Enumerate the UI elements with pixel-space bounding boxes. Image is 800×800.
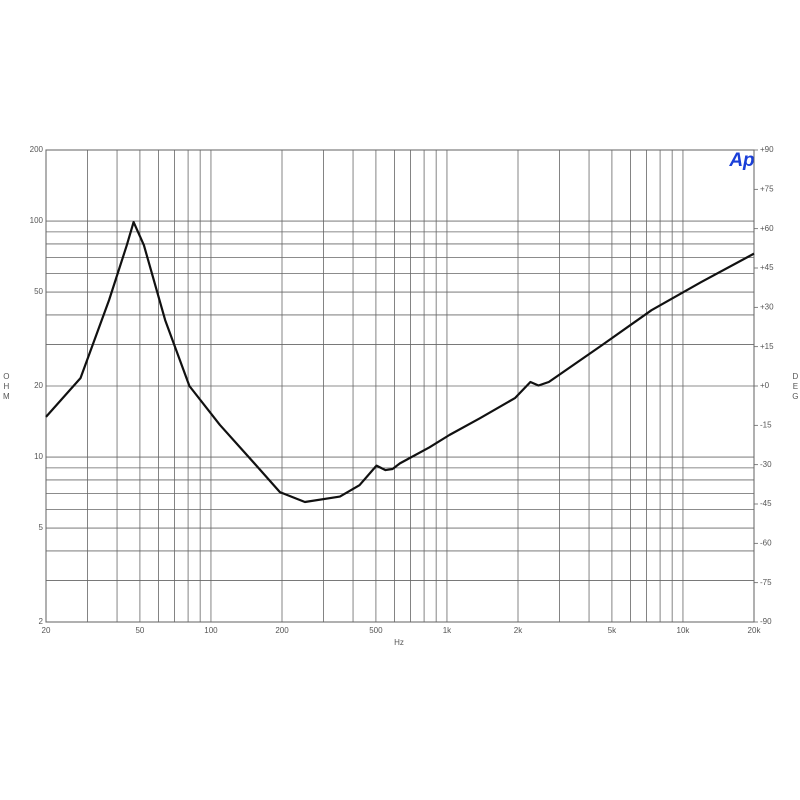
y-tick-label: 10 — [34, 452, 43, 461]
y2-tick-label: -90 — [760, 617, 772, 626]
logo: Ap — [728, 150, 754, 171]
y2-tick-label: -30 — [760, 460, 772, 469]
y2-tick-label: +15 — [760, 342, 774, 351]
impedance-curve — [45, 221, 755, 504]
y-tick-label: 50 — [34, 287, 43, 296]
x-tick-label: 100 — [204, 626, 218, 635]
x-tick-label: 10k — [677, 626, 691, 635]
y2-tick-label: +0 — [760, 381, 770, 390]
y2-tick-label: -15 — [760, 420, 772, 429]
y-tick-label: 2 — [39, 617, 44, 626]
y2-tick-label: +90 — [760, 145, 774, 154]
x-tick-label: 20k — [748, 626, 762, 635]
y2-tick-label: -75 — [760, 578, 772, 587]
y2-tick-label: -60 — [760, 538, 772, 547]
x-tick-label: 5k — [608, 626, 617, 635]
y-tick-label: 5 — [39, 523, 44, 532]
y2-tick-label: +45 — [760, 263, 774, 272]
y2-tick-label: -45 — [760, 499, 772, 508]
y2-tick-label: +60 — [760, 224, 774, 233]
y2-axis-label: DEG — [791, 372, 800, 402]
x-tick-label: 500 — [369, 626, 383, 635]
x-tick-label: 200 — [275, 626, 289, 635]
x-axis-label: Hz — [394, 638, 404, 647]
x-tick-label: 1k — [443, 626, 452, 635]
y-axis-label: OHM — [2, 372, 11, 402]
y-tick-label: 200 — [30, 145, 44, 154]
y2-tick-label: +75 — [760, 184, 774, 193]
x-tick-label: 50 — [135, 626, 144, 635]
y2-tick-label: +30 — [760, 302, 774, 311]
y-tick-label: 20 — [34, 381, 43, 390]
x-tick-label: 20 — [42, 626, 51, 635]
y-tick-label: 100 — [30, 216, 44, 225]
x-tick-label: 2k — [514, 626, 523, 635]
